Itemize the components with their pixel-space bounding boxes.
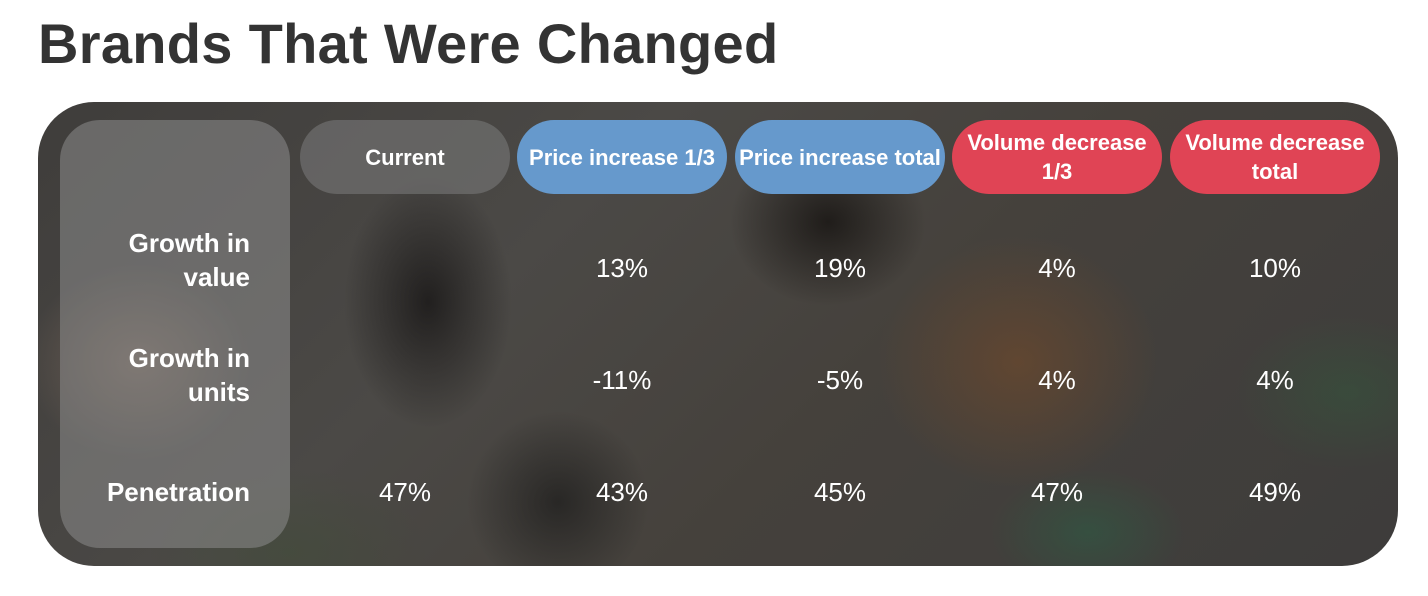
cell-value-volume-third: 4% [1038,253,1076,283]
column-header-volume-total: Volume decrease total [1170,120,1380,194]
row-label-column [60,120,290,548]
cell-units-price-third: -11% [592,365,652,395]
cell-penetration-price-third: 43% [595,477,649,507]
row-label-growth-units: Growth in units [128,343,250,407]
column-header-volume-third: Volume decrease 1/3 [952,120,1162,194]
comparison-table: Growth in value Growth in units Penetrat… [38,102,1398,566]
cell-penetration-volume-third: 47% [1030,477,1084,507]
page-title: Brands That Were Changed [38,12,779,75]
cell-units-volume-third: 4% [1038,365,1076,395]
row-label-growth-value: Growth in value [128,228,250,292]
cell-penetration-current: 47% [378,477,432,507]
column-header-price-total: Price increase total [735,120,945,194]
column-header-price-third: Price increase 1/3 [517,120,727,194]
cell-penetration-price-total: 45% [813,477,867,507]
cell-units-volume-total: 4% [1256,365,1294,395]
row-label-penetration: Penetration [106,477,250,507]
column-header-current: Current [300,120,510,194]
cell-units-price-total: -5% [816,365,864,395]
cell-value-volume-total: 10% [1248,253,1302,283]
cell-value-price-third: 13% [595,253,649,283]
cell-penetration-volume-total: 49% [1248,477,1302,507]
cell-value-price-total: 19% [813,253,867,283]
